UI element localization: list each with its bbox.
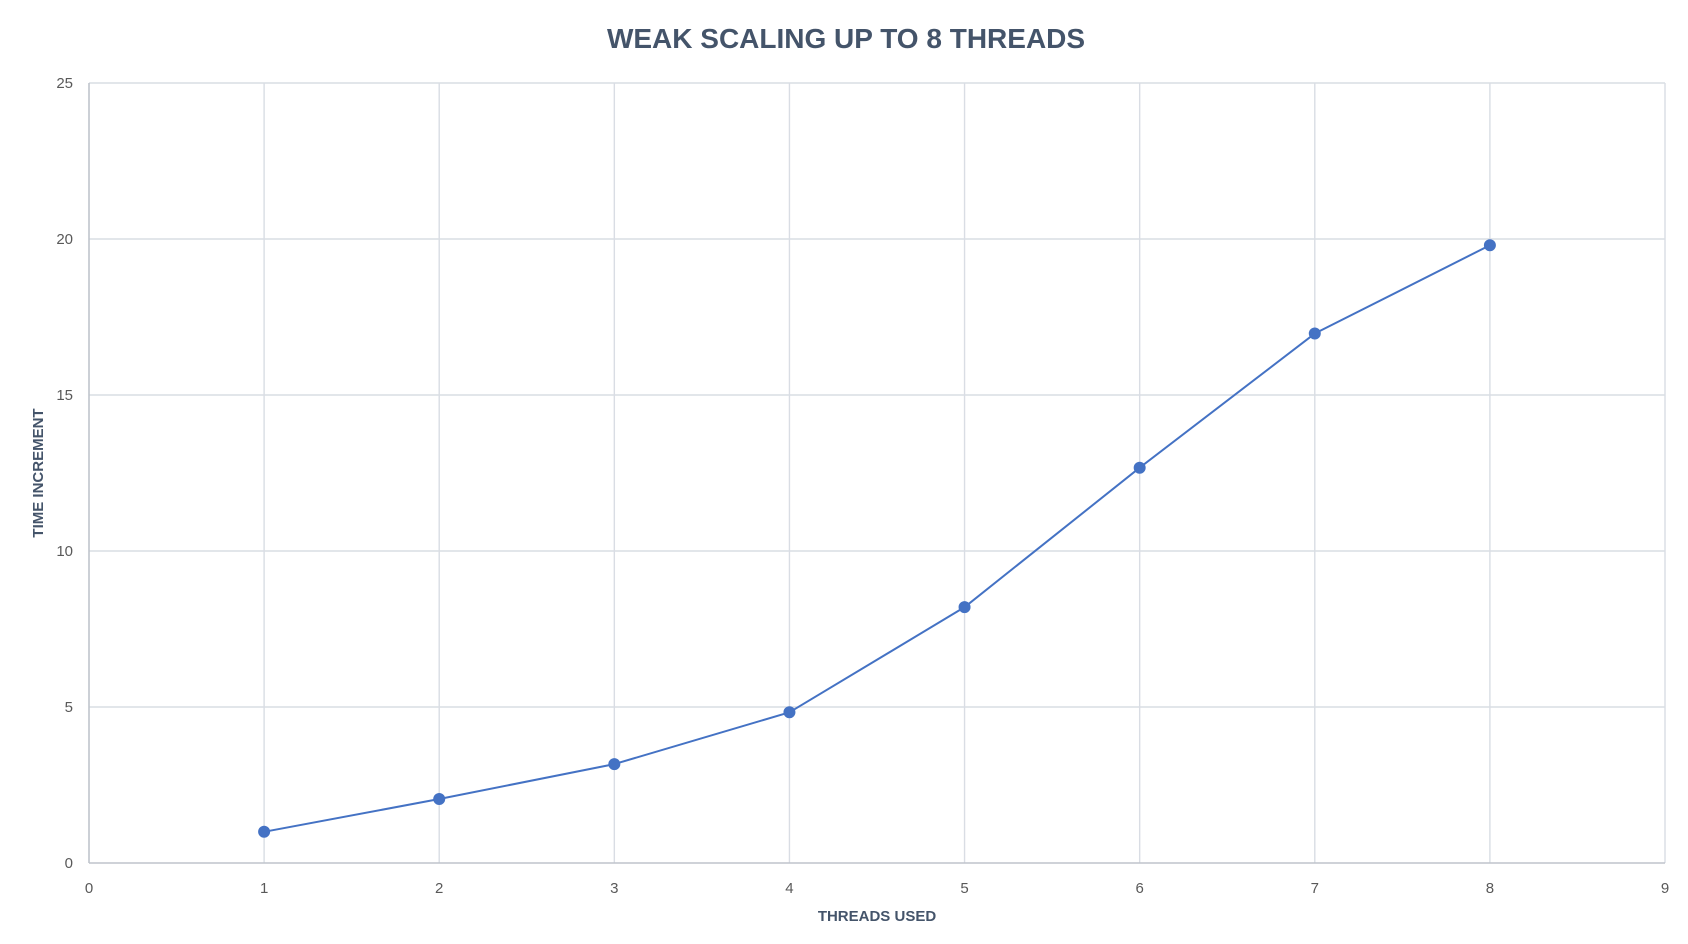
y-tick-label: 20 bbox=[56, 231, 73, 248]
data-point bbox=[1133, 461, 1146, 474]
x-tick-label: 0 bbox=[85, 880, 93, 897]
data-point bbox=[783, 706, 796, 719]
x-tick-label: 4 bbox=[785, 880, 793, 897]
x-tick-label: 6 bbox=[1135, 880, 1143, 897]
tick-layer: 0 1 2 3 4 5 6 7 8 9 0 5 10 15 20 25 bbox=[56, 75, 1669, 897]
data-point bbox=[1483, 239, 1496, 252]
data-point bbox=[1308, 327, 1321, 340]
series-line bbox=[263, 244, 1491, 833]
data-point bbox=[258, 825, 271, 838]
data-point bbox=[433, 793, 446, 806]
series-layer bbox=[258, 239, 1496, 838]
grid-layer bbox=[89, 82, 1666, 863]
x-tick-label: 7 bbox=[1311, 880, 1319, 897]
y-tick-label: 0 bbox=[65, 855, 73, 872]
x-tick-label: 2 bbox=[435, 880, 443, 897]
data-point bbox=[608, 758, 621, 771]
x-tick-label: 9 bbox=[1661, 880, 1669, 897]
y-axis-title: TIME INCREMENT bbox=[30, 408, 47, 537]
y-tick-label: 5 bbox=[65, 699, 73, 716]
x-axis-title: THREADS USED bbox=[818, 908, 937, 925]
y-tick-label: 15 bbox=[56, 387, 73, 404]
x-tick-label: 5 bbox=[960, 880, 968, 897]
data-point bbox=[958, 601, 971, 614]
label-layer: WEAK SCALING UP TO 8 THREADS THREADS USE… bbox=[30, 23, 1085, 925]
x-tick-label: 1 bbox=[260, 880, 268, 897]
axis-layer bbox=[88, 83, 1665, 864]
y-tick-label: 10 bbox=[56, 543, 73, 560]
x-tick-label: 3 bbox=[610, 880, 618, 897]
chart-title: WEAK SCALING UP TO 8 THREADS bbox=[607, 23, 1085, 54]
x-tick-label: 8 bbox=[1486, 880, 1494, 897]
y-tick-label: 25 bbox=[56, 75, 73, 92]
